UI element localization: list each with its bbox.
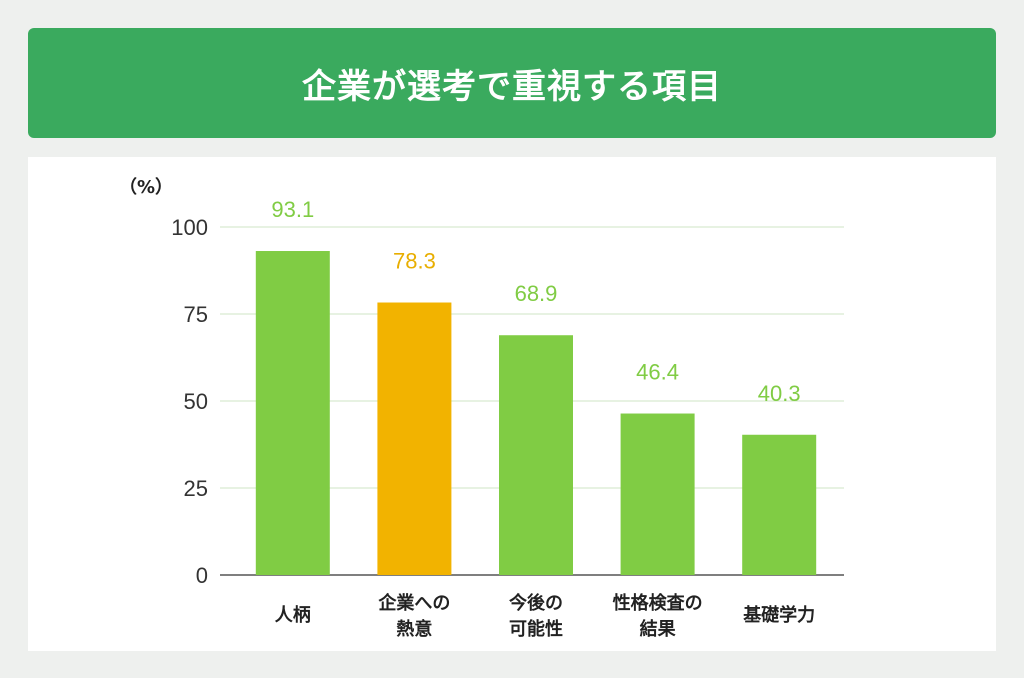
bar-chart: （%） 0 25 50 75 100 93.1 人柄 78.3 企業への熱意 68.9 今後の可能… bbox=[119, 177, 844, 640]
bar bbox=[499, 335, 573, 575]
chart-header: 企業が選考で重視する項目 bbox=[28, 28, 996, 138]
chart-panel: （%） 0 25 50 75 100 93.1 人柄 78.3 企業への熱意 68.9 今後の可能… bbox=[28, 157, 996, 651]
chart-title: 企業が選考で重視する項目 bbox=[302, 66, 722, 107]
bar-value-label: 68.9 bbox=[515, 281, 558, 306]
y-tick-label: 50 bbox=[184, 389, 208, 414]
bar bbox=[620, 413, 695, 575]
x-category-label: 今後の可能性 bbox=[509, 592, 563, 640]
y-tick-label: 100 bbox=[171, 215, 208, 240]
y-axis-unit-label: （%） bbox=[119, 177, 173, 198]
y-tick-label: 0 bbox=[196, 563, 208, 588]
bar bbox=[742, 434, 817, 575]
bar bbox=[255, 251, 330, 575]
y-tick-label: 75 bbox=[184, 302, 208, 327]
x-category-label: 性格検査の結果 bbox=[613, 592, 703, 640]
bar-value-label: 78.3 bbox=[393, 249, 436, 274]
bar-value-label: 40.3 bbox=[758, 381, 801, 406]
bar bbox=[377, 302, 452, 575]
x-category-label: 企業への熱意 bbox=[377, 592, 450, 640]
y-tick-label: 25 bbox=[184, 476, 208, 501]
x-category-label: 基礎学力 bbox=[742, 604, 815, 626]
bar-value-label: 46.4 bbox=[636, 360, 679, 385]
bar-value-label: 93.1 bbox=[271, 197, 314, 222]
x-category-label: 人柄 bbox=[275, 605, 311, 626]
